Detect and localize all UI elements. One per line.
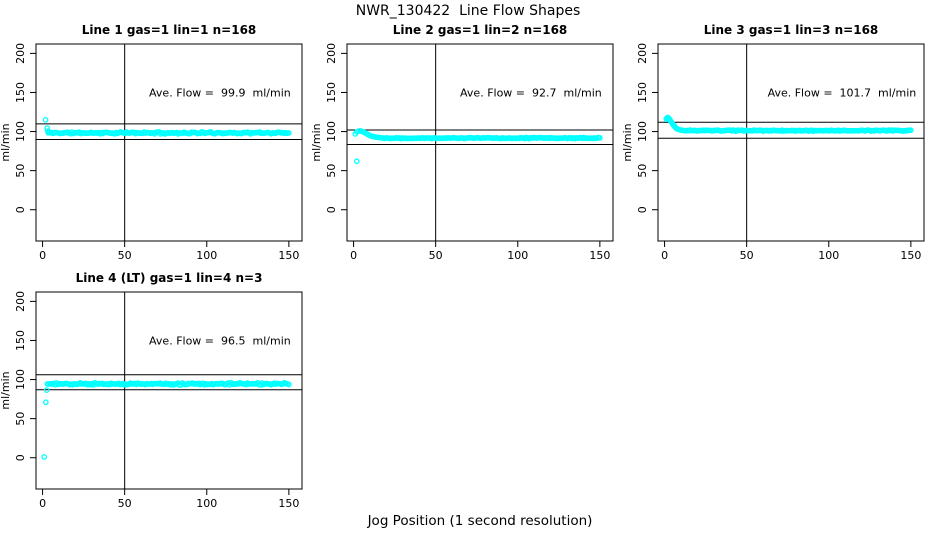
data-points bbox=[41, 379, 292, 460]
data-point bbox=[41, 454, 48, 460]
y-tick-label: 150 bbox=[14, 330, 27, 351]
y-tick-label: 0 bbox=[14, 454, 27, 461]
y-axis-unit-label: ml/min bbox=[0, 371, 12, 409]
figure-title: NWR_130422 Line Flow Shapes bbox=[355, 3, 581, 19]
y-tick-label: 100 bbox=[14, 369, 27, 390]
plot-svg: 0 50 100 150 0 50 100 150 200 ml/min Line 1 gas=1 … bbox=[0, 23, 303, 262]
x-tick-label: 150 bbox=[900, 249, 921, 262]
plot-box bbox=[35, 291, 303, 490]
x-tick-label: 0 bbox=[39, 497, 46, 510]
y-tick-label: 150 bbox=[325, 82, 338, 103]
y-tick-label: 0 bbox=[14, 206, 27, 213]
data-point bbox=[908, 127, 914, 134]
y-tick-label: 150 bbox=[636, 82, 649, 103]
y-tick-label: 200 bbox=[14, 43, 27, 64]
data-points bbox=[663, 114, 914, 135]
y-tick-label: 100 bbox=[325, 121, 338, 142]
x-axis-label: Jog Position (1 second resolution) bbox=[367, 513, 593, 529]
plot-svg: 0 50 100 150 0 50 100 150 200 ml/min Line 4 (LT) g… bbox=[0, 271, 303, 510]
data-point bbox=[43, 387, 50, 393]
plot-box bbox=[346, 43, 614, 242]
y-tick-label: 50 bbox=[14, 412, 27, 426]
panel-line-3: 0 50 100 150 0 50 100 150 200 ml/min Line 3 gas=1 … bbox=[621, 14, 933, 262]
y-axis-unit-label: ml/min bbox=[622, 123, 634, 161]
y-axis-unit-label: ml/min bbox=[311, 123, 323, 161]
panel-line-2: 0 50 100 150 0 50 100 150 200 ml/min Line 2 gas=1 … bbox=[310, 14, 622, 262]
y-tick-label: 50 bbox=[636, 164, 649, 178]
x-tick-label: 150 bbox=[278, 249, 299, 262]
panel-line-4: 0 50 100 150 0 50 100 150 200 ml/min Line 4 (LT) g… bbox=[0, 262, 311, 510]
y-tick-label: 200 bbox=[14, 291, 27, 312]
x-tick-label: 100 bbox=[818, 249, 839, 262]
ave-flow-annotation: Ave. Flow = 96.5 ml/min bbox=[149, 334, 291, 347]
data-point bbox=[286, 130, 292, 136]
x-tick-label: 0 bbox=[39, 249, 46, 262]
y-tick-label: 50 bbox=[14, 164, 27, 178]
x-tick-label: 50 bbox=[118, 497, 132, 510]
panel-title: Line 4 (LT) gas=1 lin=4 n=3 bbox=[76, 271, 263, 285]
x-tick-label: 150 bbox=[589, 249, 610, 262]
y-tick-label: 0 bbox=[325, 206, 338, 213]
y-tick-label: 50 bbox=[325, 164, 338, 178]
data-point bbox=[42, 116, 49, 123]
plot-svg: 0 50 100 150 0 50 100 150 200 ml/min Line 2 gas=1 … bbox=[310, 23, 614, 262]
y-tick-label: 100 bbox=[14, 121, 27, 142]
y-tick-label: 200 bbox=[636, 43, 649, 64]
ave-flow-annotation: Ave. Flow = 99.9 ml/min bbox=[149, 86, 291, 99]
panel-title: Line 1 gas=1 lin=1 n=168 bbox=[82, 23, 257, 37]
plot-box bbox=[657, 43, 925, 242]
y-tick-label: 100 bbox=[636, 121, 649, 142]
ave-flow-annotation: Ave. Flow = 92.7 ml/min bbox=[460, 86, 602, 99]
x-tick-label: 150 bbox=[278, 497, 299, 510]
x-tick-label: 50 bbox=[118, 249, 132, 262]
panel-title: Line 2 gas=1 lin=2 n=168 bbox=[393, 23, 568, 37]
data-points bbox=[352, 128, 603, 165]
x-tick-label: 50 bbox=[740, 249, 754, 262]
x-tick-label: 100 bbox=[507, 249, 528, 262]
x-tick-label: 0 bbox=[661, 249, 668, 262]
panel-title: Line 3 gas=1 lin=3 n=168 bbox=[704, 23, 879, 37]
data-point bbox=[354, 158, 360, 165]
x-tick-label: 0 bbox=[350, 249, 357, 262]
x-tick-label: 50 bbox=[429, 249, 443, 262]
data-point bbox=[286, 381, 292, 388]
panel-line-1: 0 50 100 150 0 50 100 150 200 ml/min Line 1 gas=1 … bbox=[0, 14, 311, 262]
x-tick-label: 100 bbox=[196, 497, 217, 510]
y-axis-unit-label: ml/min bbox=[0, 123, 12, 161]
y-tick-label: 150 bbox=[14, 82, 27, 103]
data-points bbox=[42, 116, 292, 137]
y-tick-label: 0 bbox=[636, 206, 649, 213]
x-tick-label: 100 bbox=[196, 249, 217, 262]
ave-flow-annotation: Ave. Flow = 101.7 ml/min bbox=[768, 86, 917, 99]
plot-box bbox=[35, 43, 303, 242]
data-point bbox=[43, 399, 49, 406]
y-tick-label: 200 bbox=[325, 43, 338, 64]
plot-svg: 0 50 100 150 0 50 100 150 200 ml/min Line 3 gas=1 … bbox=[621, 23, 925, 262]
data-point bbox=[597, 135, 603, 141]
